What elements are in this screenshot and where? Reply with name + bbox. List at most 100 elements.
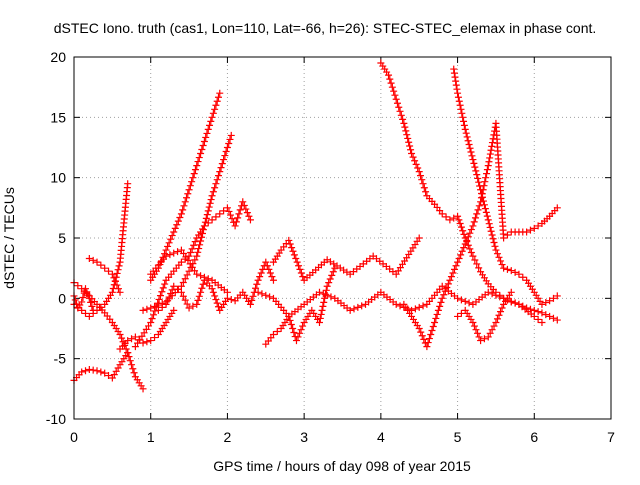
- data-point: [472, 167, 480, 175]
- data-point: [463, 133, 471, 141]
- x-tick-label: 2: [224, 429, 232, 445]
- data-point: [474, 174, 482, 182]
- data-point: [162, 252, 170, 260]
- data-point: [487, 227, 495, 235]
- data-point: [390, 87, 398, 95]
- data-point: [223, 288, 231, 296]
- data-point: [177, 258, 185, 266]
- data-point: [452, 81, 460, 89]
- data-point: [214, 172, 222, 180]
- data-point: [553, 204, 561, 212]
- data-point: [268, 273, 276, 281]
- data-point: [113, 269, 121, 277]
- data-point: [195, 245, 203, 253]
- data-point: [456, 101, 464, 109]
- data-point: [488, 290, 496, 298]
- data-point: [122, 345, 130, 353]
- data-point: [189, 302, 197, 310]
- data-point: [262, 291, 270, 299]
- data-point: [451, 73, 459, 81]
- data-point: [88, 302, 96, 310]
- data-point: [462, 129, 470, 137]
- data-point: [164, 242, 172, 250]
- data-point: [266, 293, 274, 301]
- data-point: [457, 223, 465, 231]
- data-point: [323, 282, 331, 290]
- data-point: [254, 288, 262, 296]
- data-point: [538, 318, 546, 326]
- data-point: [471, 214, 479, 222]
- data-point: [450, 69, 458, 77]
- data-point: [534, 222, 542, 230]
- data-point: [432, 314, 440, 322]
- y-tick-label: 15: [50, 109, 66, 125]
- data-point: [85, 294, 93, 302]
- data-point: [415, 234, 423, 242]
- data-point: [425, 335, 433, 343]
- data-point: [185, 252, 193, 260]
- data-point: [170, 249, 178, 257]
- data-point: [254, 276, 262, 284]
- data-point: [165, 239, 173, 247]
- y-tick-label: 10: [50, 170, 66, 186]
- data-point: [228, 215, 236, 223]
- tick-layer: 0 1 2 3 4 5 6 7 -10 -5 0 5 10 15 20: [46, 49, 615, 445]
- data-point: [97, 303, 105, 311]
- data-point: [188, 178, 196, 186]
- data-point: [148, 315, 156, 323]
- data-point: [420, 335, 428, 343]
- data-point: [392, 95, 400, 103]
- data-point: [200, 137, 208, 145]
- data-point: [201, 218, 209, 226]
- data-point: [197, 272, 205, 280]
- data-point: [223, 294, 231, 302]
- data-point: [97, 261, 105, 269]
- data-point: [125, 353, 133, 361]
- data-point: [469, 318, 477, 326]
- data-point: [143, 338, 151, 346]
- data-point: [209, 109, 217, 117]
- data-point: [97, 368, 105, 376]
- data-point: [405, 138, 413, 146]
- data-point: [170, 228, 178, 236]
- data-point: [114, 266, 122, 274]
- data-point: [454, 258, 462, 266]
- data-point: [474, 206, 482, 214]
- data-point: [427, 331, 435, 339]
- data-point: [387, 79, 395, 87]
- data-point: [248, 296, 256, 304]
- data-point: [470, 322, 478, 330]
- data-point: [316, 314, 324, 322]
- x-axis-label: GPS time / hours of day 098 of year 2015: [213, 458, 471, 474]
- data-point: [257, 269, 265, 277]
- data-point: [443, 283, 451, 291]
- data-point: [184, 190, 192, 198]
- data-point: [497, 308, 505, 316]
- data-point: [446, 216, 454, 224]
- data-point: [207, 117, 215, 125]
- data-point: [461, 240, 469, 248]
- data-point: [269, 331, 277, 339]
- data-point: [397, 111, 405, 119]
- data-point: [515, 300, 523, 308]
- data-point: [482, 174, 490, 182]
- data-point: [203, 129, 211, 137]
- data-point: [289, 325, 297, 332]
- data-point: [204, 275, 212, 283]
- data-point: [483, 170, 491, 178]
- data-point: [395, 103, 403, 111]
- data-point: [195, 154, 203, 162]
- data-point: [429, 322, 437, 330]
- data-point: [491, 242, 499, 250]
- data-point: [447, 273, 455, 281]
- data-point: [124, 337, 132, 345]
- data-point: [406, 142, 414, 150]
- data-point: [542, 311, 550, 319]
- data-point: [503, 265, 511, 273]
- data-point: [183, 300, 191, 308]
- data-point: [84, 291, 92, 299]
- data-point: [463, 236, 471, 244]
- data-point: [78, 306, 86, 314]
- data-point: [407, 146, 415, 154]
